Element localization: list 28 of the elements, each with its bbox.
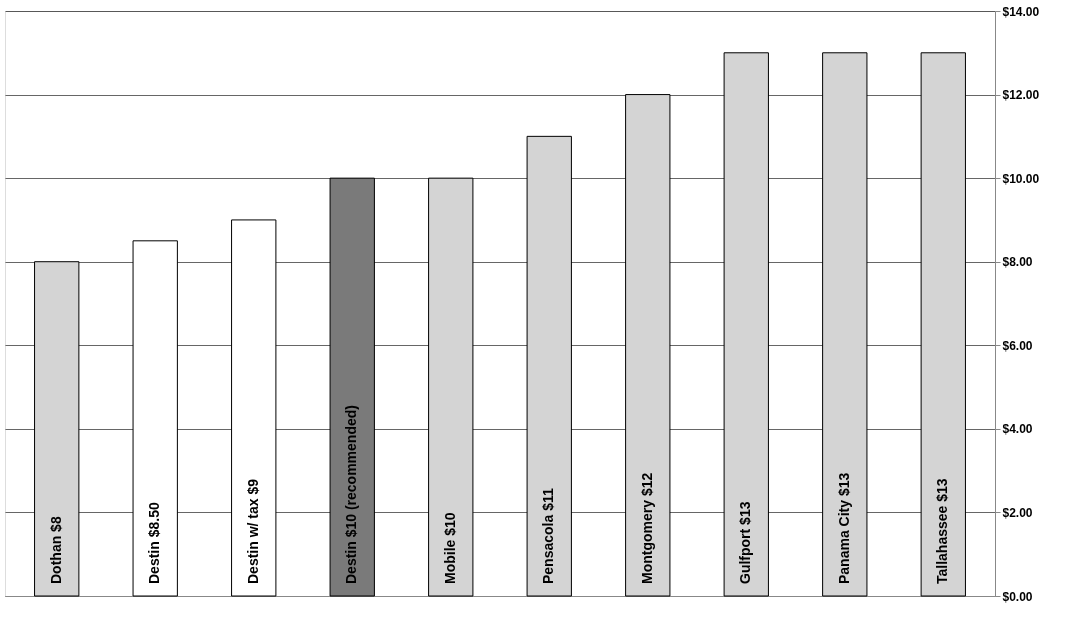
bar [132, 240, 178, 597]
x-tick-label: Tallahassee $13 [934, 478, 951, 584]
bar [231, 219, 277, 597]
x-tick-label: Gulfport $13 [737, 501, 754, 584]
x-tick-label: Montgomery $12 [638, 472, 655, 584]
y-tick-label: $0.00 [1002, 589, 1033, 604]
x-tick-label: Panama City $13 [835, 472, 852, 584]
y-tick-label: $14.00 [1002, 4, 1040, 19]
x-tick-label: Destin $8.50 [146, 502, 163, 584]
bar [723, 52, 769, 597]
y-tick-label: $4.00 [1002, 422, 1033, 437]
y-tick-label: $8.00 [1002, 255, 1033, 270]
y-tick-label: $10.00 [1002, 171, 1040, 186]
bar [34, 261, 80, 597]
x-tick-label: Destin $10 (recommended) [343, 405, 360, 584]
y-tick-label: $2.00 [1002, 505, 1033, 520]
bar [920, 52, 966, 597]
x-tick-label: Pensacola $11 [540, 488, 557, 584]
bar [822, 52, 868, 597]
bar [526, 135, 572, 597]
x-tick-label: Destin w/ tax $9 [244, 478, 261, 584]
y-tick-label: $12.00 [1002, 88, 1040, 103]
x-tick-label: Dothan $8 [47, 516, 64, 584]
bar [428, 177, 474, 597]
x-tick-label: Mobile $10 [441, 512, 458, 584]
bar [329, 177, 375, 597]
y-tick-label: $6.00 [1002, 338, 1033, 353]
bar [625, 94, 671, 597]
